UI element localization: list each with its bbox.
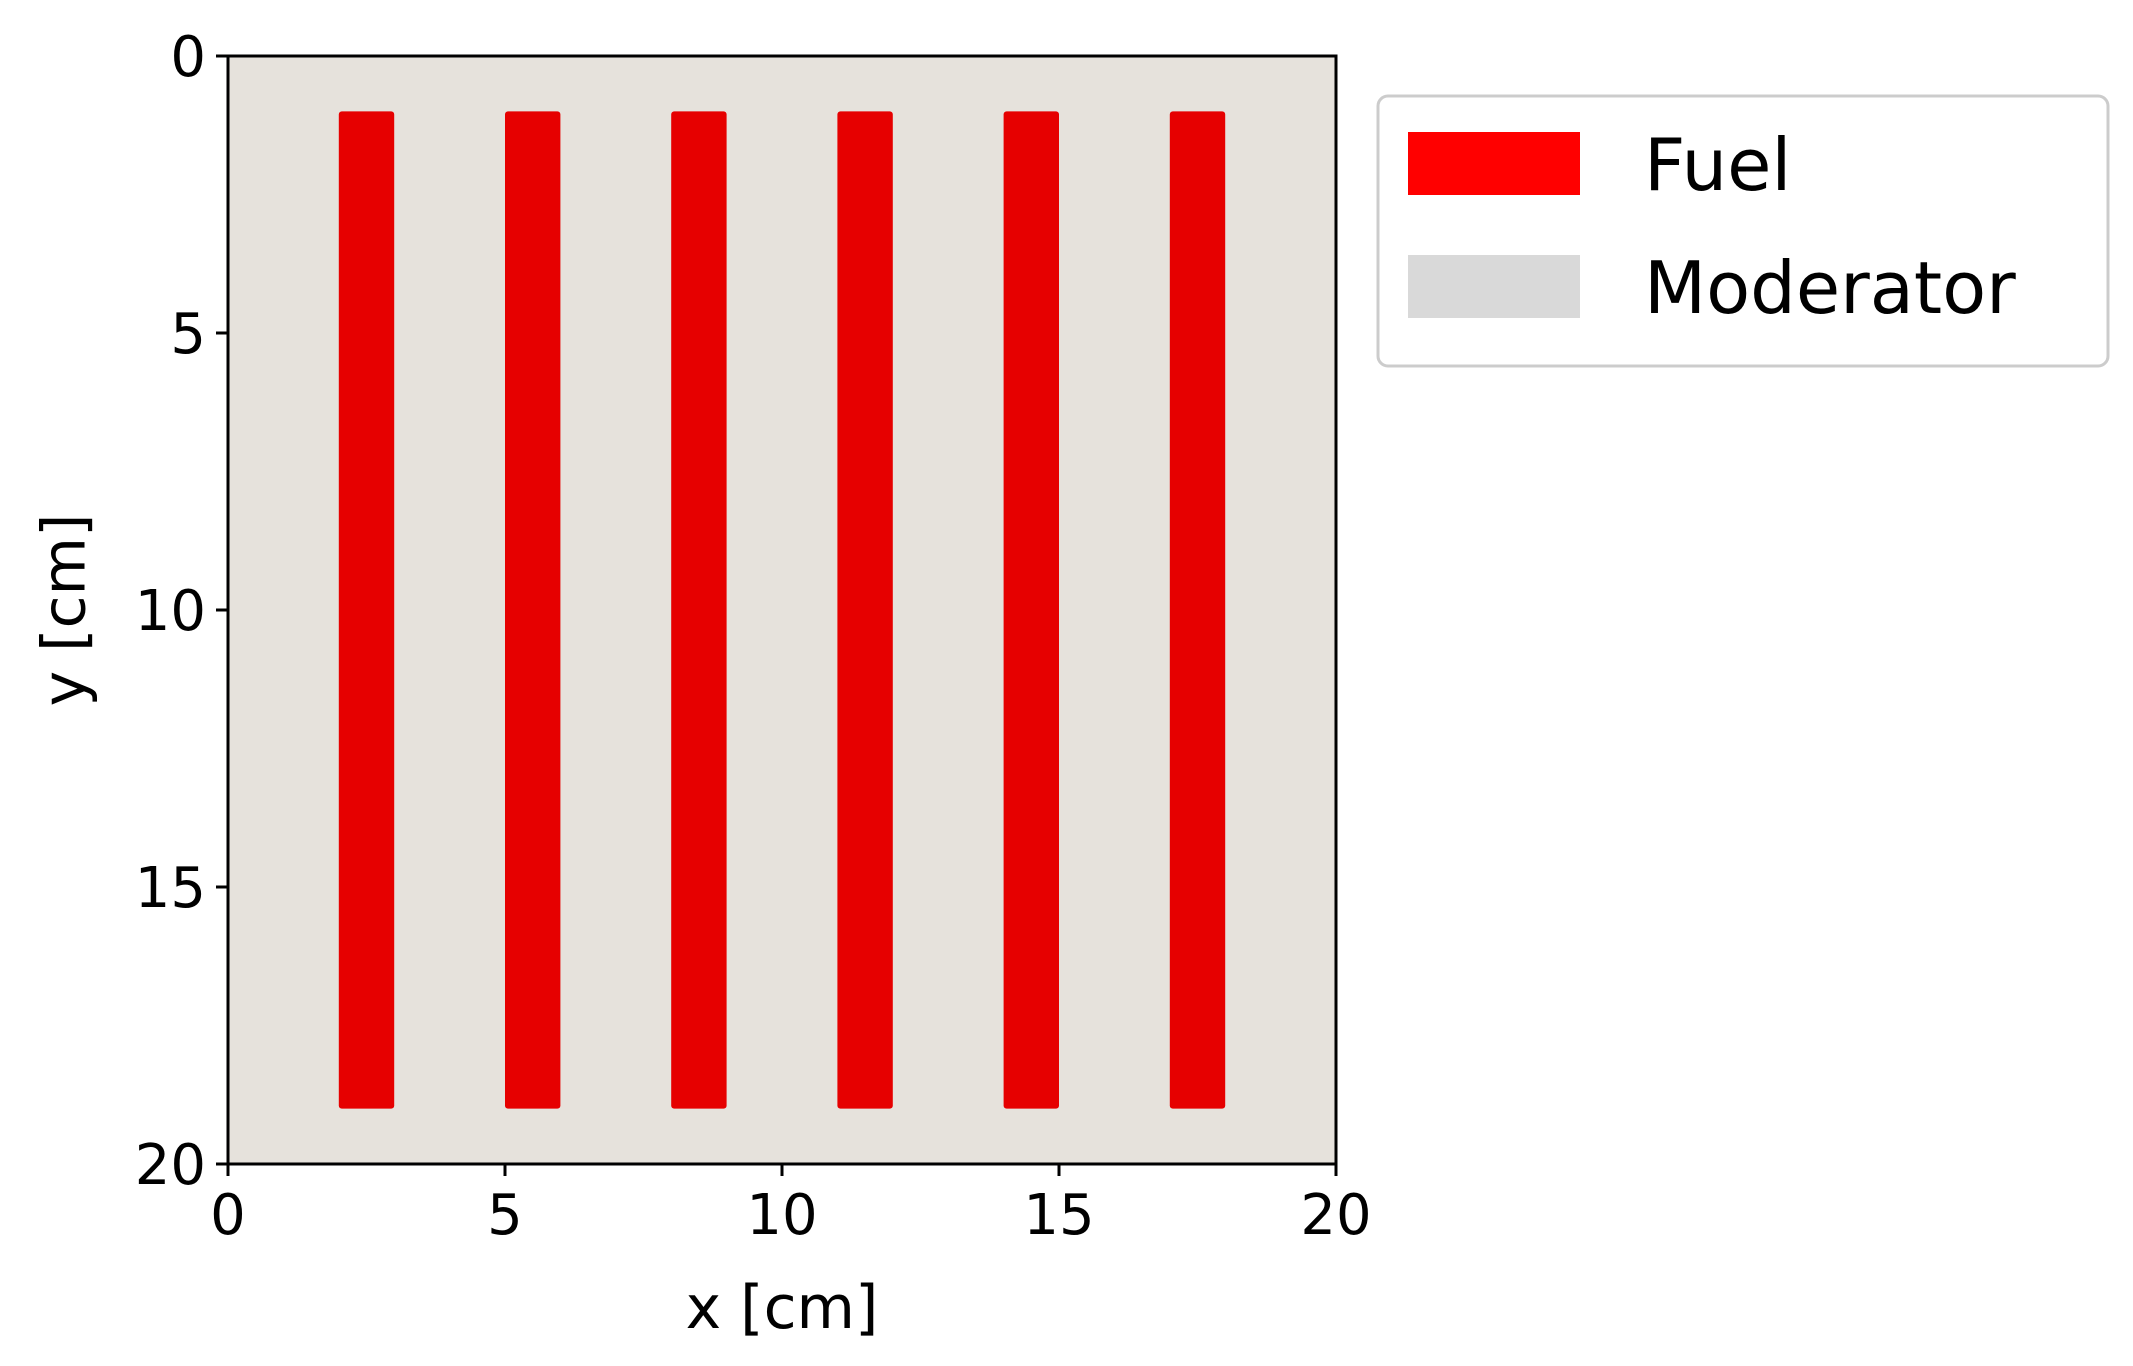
x-tick-label: 20	[1300, 1183, 1371, 1248]
y-tick-label: 5	[170, 302, 206, 367]
y-axis: 0 5 10 15 20	[135, 25, 228, 1198]
moderator-region	[228, 56, 1336, 1164]
x-axis: 0 5 10 15 20	[210, 1164, 1372, 1248]
legend-swatch-fuel	[1408, 132, 1580, 195]
fuel-rod	[1003, 111, 1059, 1109]
x-tick-label: 10	[746, 1183, 817, 1248]
legend-label-fuel: Fuel	[1644, 123, 1791, 207]
y-tick-label: 0	[170, 25, 206, 90]
fuel-rods	[338, 111, 1226, 1109]
x-axis-label: x [cm]	[686, 1273, 879, 1343]
fuel-rod	[338, 111, 395, 1109]
plot-area	[226, 54, 1338, 1166]
legend-swatch-moderator	[1408, 255, 1580, 318]
y-axis-label: y [cm]	[30, 514, 100, 707]
legend-label-moderator: Moderator	[1644, 246, 2016, 330]
x-tick-label: 0	[210, 1183, 246, 1248]
fuel-rod	[837, 111, 893, 1109]
fuel-rod	[671, 111, 727, 1109]
legend: Fuel Moderator	[1376, 94, 2110, 368]
x-tick-label: 15	[1023, 1183, 1094, 1248]
y-tick-label: 20	[135, 1133, 206, 1198]
y-tick-label: 15	[135, 856, 206, 921]
fuel-rod	[1169, 111, 1226, 1109]
fuel-rod	[505, 111, 561, 1109]
y-tick-label: 10	[135, 579, 206, 644]
x-tick-label: 5	[487, 1183, 523, 1248]
